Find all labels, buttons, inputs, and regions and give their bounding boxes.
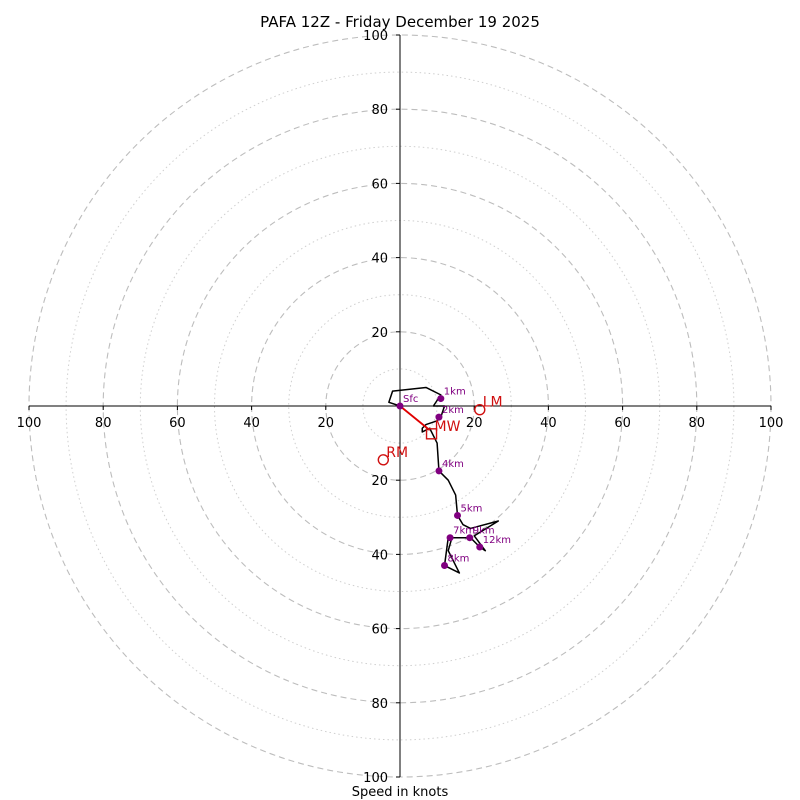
- level-label-4km: 4km: [442, 459, 464, 470]
- tick-label-top-80: 80: [371, 103, 388, 118]
- tick-label-bottom-100: 100: [363, 771, 388, 786]
- tick-label-bottom-40: 40: [371, 548, 388, 563]
- level-label-2km: 2km: [442, 405, 464, 416]
- marker-LM: [474, 404, 486, 416]
- level-dot-5km: [454, 511, 462, 519]
- tick-label-top-40: 40: [371, 252, 388, 267]
- tick-label-right-20: 20: [466, 416, 483, 431]
- tick-label-top-100: 100: [363, 29, 388, 44]
- x-axis-label: Speed in knots: [352, 785, 449, 800]
- level-dot-7km: [446, 534, 454, 542]
- level-dot-8km: [441, 562, 449, 570]
- tick-label-left-60: 60: [169, 416, 186, 431]
- marker-label-LM: LM: [483, 395, 503, 411]
- level-dot-2km: [435, 413, 443, 421]
- level-label-5km: 5km: [461, 503, 483, 514]
- marker-RM: [377, 454, 390, 466]
- level-label-9km: 9km: [473, 526, 495, 537]
- tick-label-bottom-60: 60: [371, 623, 388, 638]
- level-label-Sfc: Sfc: [403, 394, 418, 405]
- level-label-8km: 8km: [448, 554, 470, 565]
- level-label-1km: 1km: [444, 387, 466, 398]
- tick-label-left-80: 80: [95, 416, 112, 431]
- level-dot-4km: [435, 467, 443, 475]
- tick-label-right-40: 40: [540, 416, 557, 431]
- tick-labels: 100 80 60 40 20 20 40 60 80 100 100 80 60 40 20 20 40 60 8…: [17, 29, 784, 786]
- tick-label-right-80: 80: [689, 416, 706, 431]
- chart-title: PAFA 12Z - Friday December 19 2025: [260, 13, 540, 31]
- marker-MW: [425, 428, 438, 440]
- level-dot-Sfc: [396, 402, 404, 410]
- level-label-7km: 7km: [453, 526, 475, 537]
- shear-vector: [399, 405, 431, 431]
- marker-label-MW: MW: [435, 419, 461, 435]
- tick-label-top-60: 60: [371, 177, 388, 192]
- tick-label-bottom-80: 80: [371, 697, 388, 712]
- tick-label-right-100: 100: [759, 416, 784, 431]
- tick-label-top-20: 20: [371, 326, 388, 341]
- tick-label-left-100: 100: [17, 416, 42, 431]
- level-dot-1km: [437, 395, 445, 403]
- tick-label-right-60: 60: [614, 416, 631, 431]
- level-label-12km: 12km: [483, 535, 511, 546]
- level-dot-12km: [476, 543, 484, 551]
- tick-label-left-20: 20: [318, 416, 335, 431]
- storm-motion-markers: LM MW RM: [377, 395, 503, 466]
- tick-label-bottom-20: 20: [371, 474, 388, 489]
- level-dot-9km: [466, 534, 474, 542]
- tick-label-left-40: 40: [243, 416, 260, 431]
- marker-label-RM: RM: [386, 445, 408, 461]
